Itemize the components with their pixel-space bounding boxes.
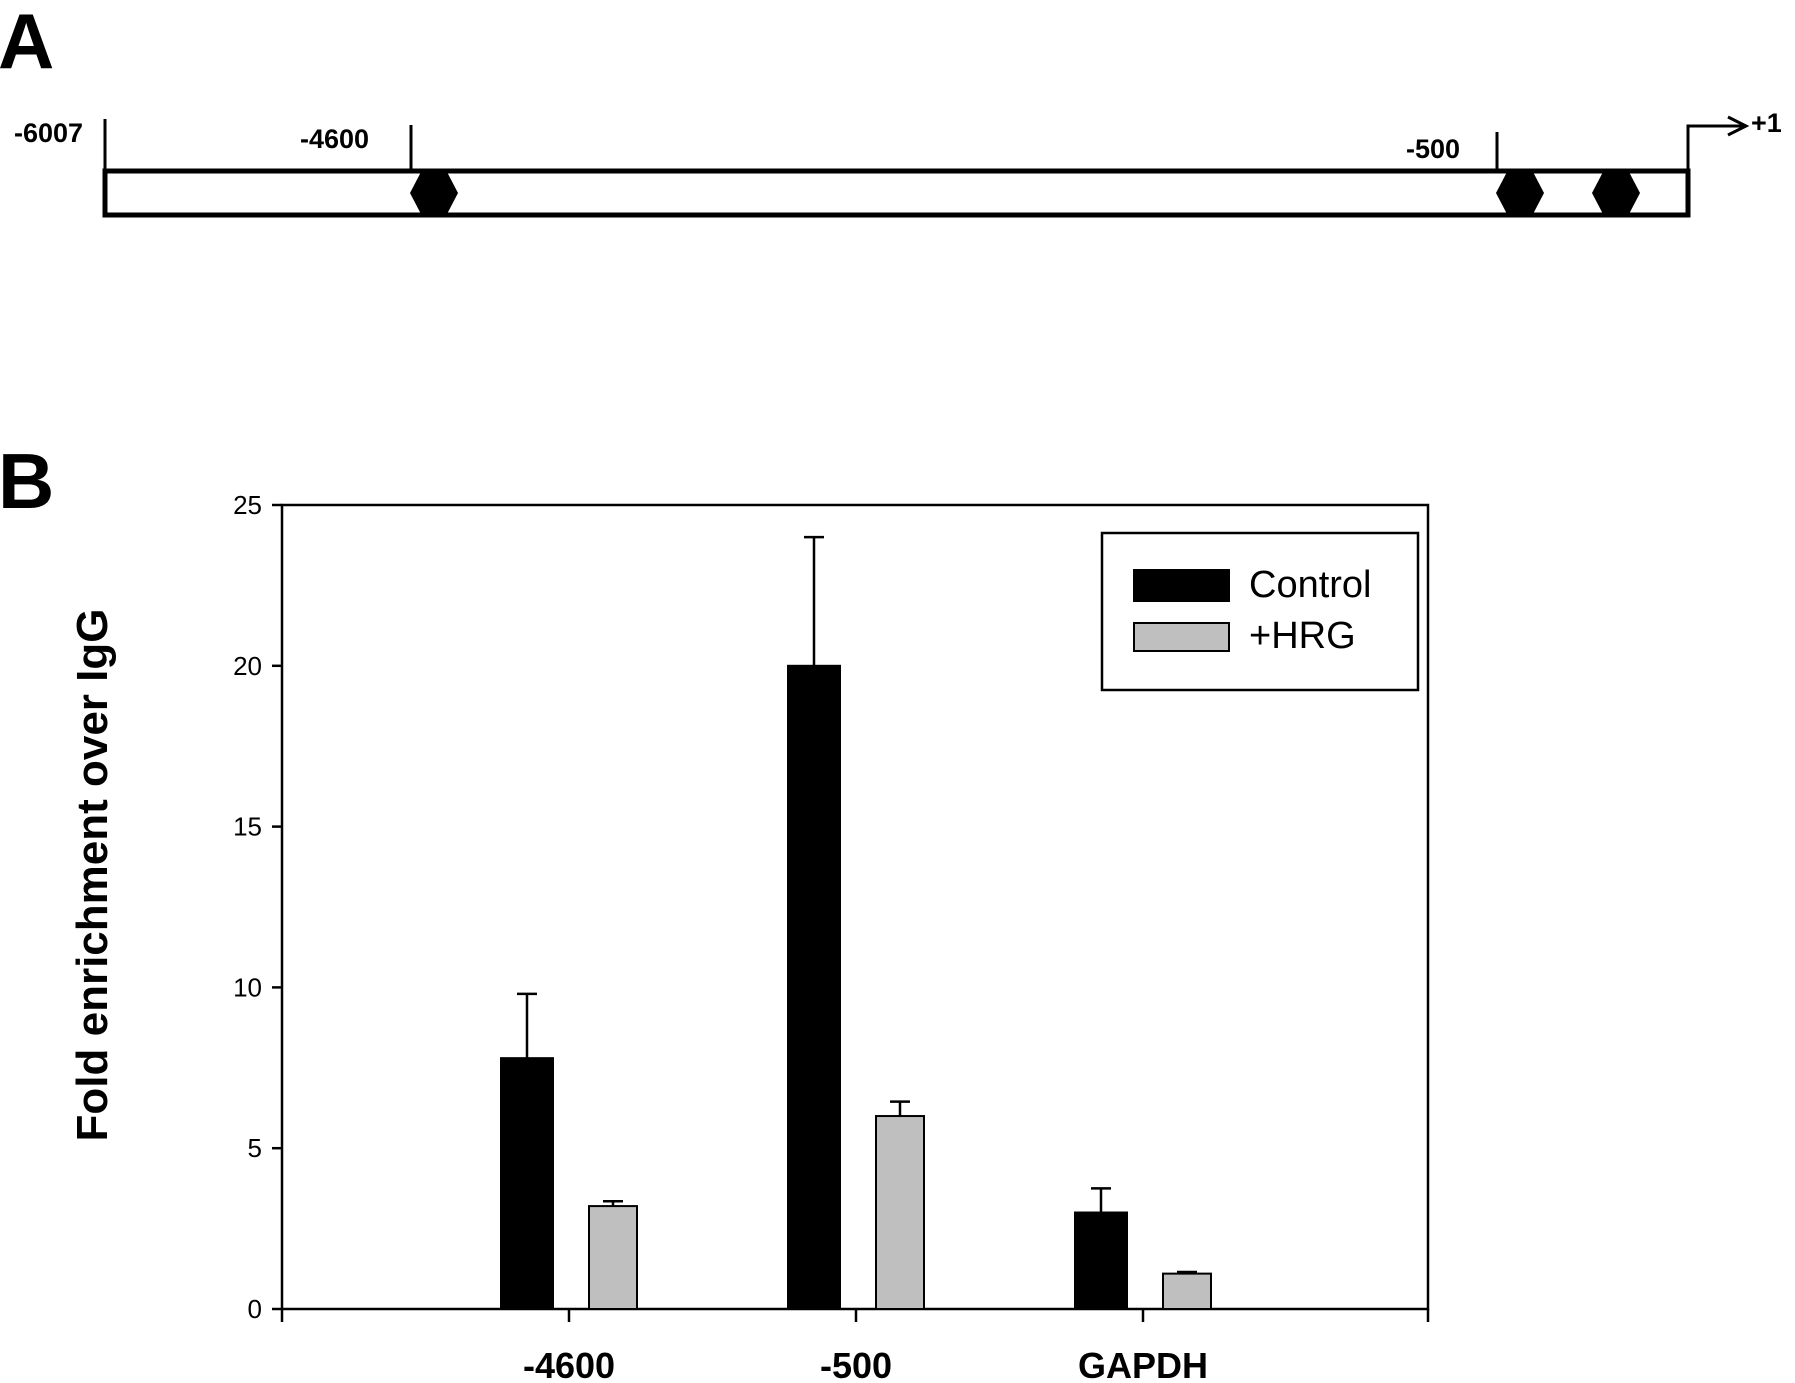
bar-hrg xyxy=(1162,1272,1212,1311)
y-axis: 0 5 10 15 20 25 xyxy=(233,490,282,1324)
position-label-4600: -4600 xyxy=(300,124,369,154)
x-category-label: -4600 xyxy=(523,1345,615,1383)
legend-label-hrg: +HRG xyxy=(1249,615,1356,657)
y-tick-label: 5 xyxy=(248,1133,262,1163)
x-category-label: GAPDH xyxy=(1078,1345,1208,1383)
legend-box xyxy=(1100,531,1420,692)
legend-swatch-control xyxy=(1133,569,1230,602)
binding-site-4600 xyxy=(410,170,458,216)
panel-a-label: A xyxy=(0,0,54,85)
position-label-tss: +1 xyxy=(1751,108,1782,138)
bar-control xyxy=(500,1057,554,1310)
bar-hrg xyxy=(875,1115,925,1311)
x-category-label: -500 xyxy=(820,1345,892,1383)
bar-hrg xyxy=(588,1205,638,1311)
panel-b: B Fold enrichment over IgG 0 5 10 15 20 25 -4… xyxy=(0,437,1430,1383)
panel-b-label: B xyxy=(0,437,54,525)
position-label-500: -500 xyxy=(1406,134,1460,164)
bars xyxy=(500,535,1212,1311)
y-tick-label: 25 xyxy=(233,490,262,520)
y-tick-label: 10 xyxy=(233,972,262,1002)
binding-site-500-b xyxy=(1592,170,1640,216)
y-tick-label: 15 xyxy=(233,812,262,842)
y-axis-title: Fold enrichment over IgG xyxy=(68,609,117,1142)
bar-control xyxy=(787,664,841,1310)
binding-site-500-a xyxy=(1496,170,1544,216)
tss-arrowhead xyxy=(1727,115,1750,137)
bar-control xyxy=(1074,1211,1128,1311)
y-tick-label: 20 xyxy=(233,651,262,681)
panel-a: A -6007 -4600 -500 +1 xyxy=(0,0,1782,218)
legend-swatch-hrg xyxy=(1133,622,1230,652)
position-label-6007: -6007 xyxy=(14,118,83,148)
tss-arrow xyxy=(1686,124,1745,171)
legend-label-control: Control xyxy=(1249,564,1372,606)
x-axis: -4600 -500 GAPDH xyxy=(280,1309,1430,1383)
y-tick-label: 0 xyxy=(248,1294,262,1324)
promoter-bar xyxy=(102,168,1691,218)
legend: Control +HRG xyxy=(1100,531,1420,692)
